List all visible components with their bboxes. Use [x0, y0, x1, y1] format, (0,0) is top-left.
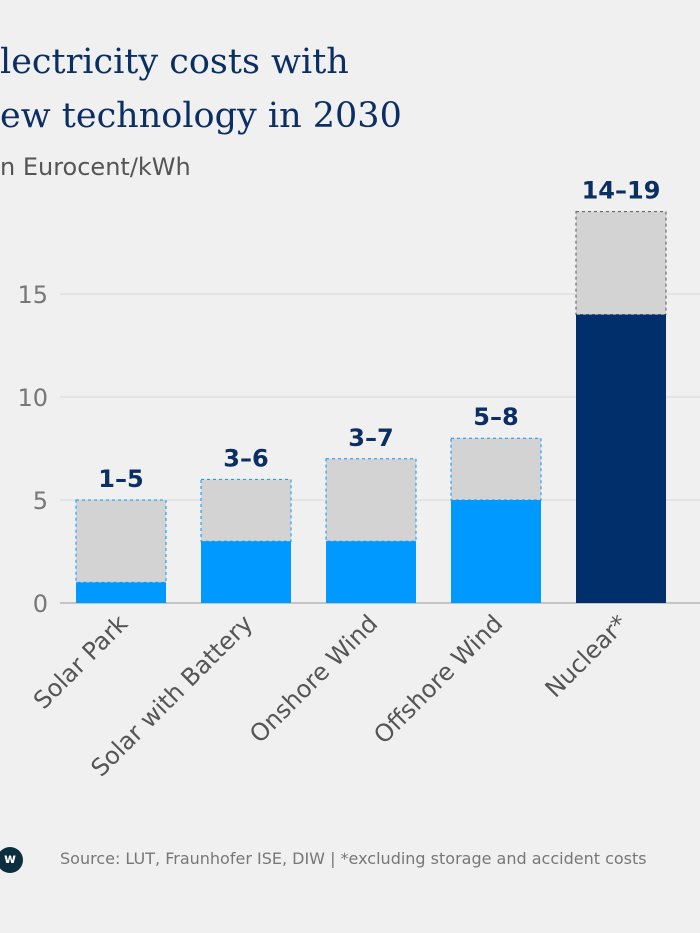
y-tick-label: 5 — [33, 487, 48, 515]
bar-low — [451, 500, 541, 603]
bar-range — [325, 458, 417, 542]
chart-title-line-1: lectricity costs with — [0, 42, 349, 82]
y-tick-label: 0 — [33, 590, 48, 618]
y-tick-label: 15 — [17, 281, 48, 309]
data-label: 1–5 — [98, 465, 143, 493]
data-label: 3–6 — [223, 444, 268, 472]
bar-low — [201, 541, 291, 603]
bar-range — [450, 437, 542, 501]
data-label: 14–19 — [582, 177, 661, 205]
x-tick-label: Offshore Wind — [368, 609, 508, 749]
bar-low — [576, 314, 666, 603]
x-tick-label: Solar Park — [28, 609, 133, 714]
chart-subtitle: n Eurocent/kWh — [0, 153, 191, 181]
bar-range — [575, 211, 667, 316]
bar-range — [75, 499, 167, 583]
chart-title-line-2: ew technology in 2030 — [0, 96, 402, 136]
source-note: Source: LUT, Fraunhofer ISE, DIW | *excl… — [60, 849, 647, 868]
dw-logo-icon: w — [0, 847, 23, 873]
y-tick-label: 10 — [17, 384, 48, 412]
bar-low — [326, 541, 416, 603]
x-tick-label: Nuclear* — [540, 609, 634, 703]
bar-low — [76, 582, 166, 603]
data-label: 3–7 — [348, 424, 393, 452]
bar-range — [200, 478, 292, 542]
x-tick-label: Onshore Wind — [244, 609, 383, 748]
data-label: 5–8 — [473, 403, 518, 431]
